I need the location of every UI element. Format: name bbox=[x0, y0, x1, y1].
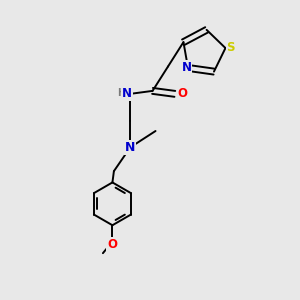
Text: N: N bbox=[122, 87, 132, 100]
Text: O: O bbox=[107, 238, 117, 251]
Text: N: N bbox=[125, 141, 135, 154]
Text: N: N bbox=[182, 61, 191, 74]
Text: S: S bbox=[226, 41, 235, 54]
Text: O: O bbox=[178, 87, 188, 101]
Text: H: H bbox=[117, 88, 125, 98]
